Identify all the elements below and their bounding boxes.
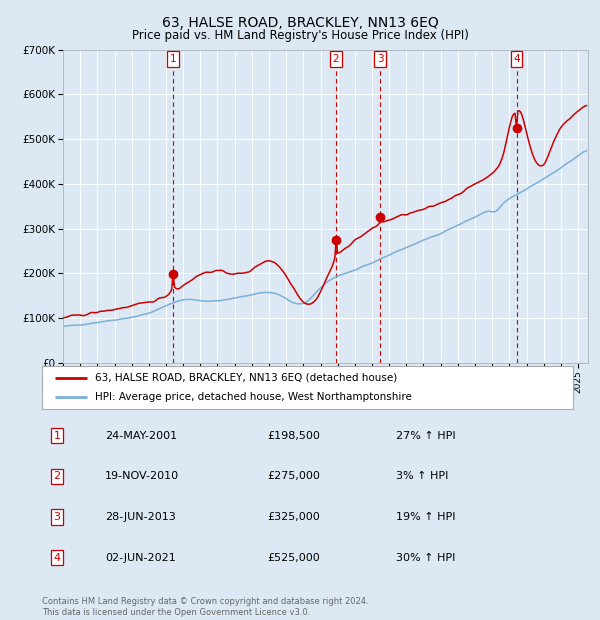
Text: 19-NOV-2010: 19-NOV-2010 — [105, 471, 179, 481]
Text: 1: 1 — [169, 54, 176, 64]
Text: 1: 1 — [53, 431, 61, 441]
Text: £275,000: £275,000 — [267, 471, 320, 481]
Text: 2: 2 — [332, 54, 339, 64]
Text: £198,500: £198,500 — [267, 431, 320, 441]
Text: 19% ↑ HPI: 19% ↑ HPI — [396, 512, 455, 522]
Text: Price paid vs. HM Land Registry's House Price Index (HPI): Price paid vs. HM Land Registry's House … — [131, 29, 469, 42]
Text: £325,000: £325,000 — [267, 512, 320, 522]
Text: 2: 2 — [53, 471, 61, 481]
Text: 3% ↑ HPI: 3% ↑ HPI — [396, 471, 448, 481]
Text: 63, HALSE ROAD, BRACKLEY, NN13 6EQ: 63, HALSE ROAD, BRACKLEY, NN13 6EQ — [161, 16, 439, 30]
Text: 3: 3 — [53, 512, 61, 522]
Text: Contains HM Land Registry data © Crown copyright and database right 2024.
This d: Contains HM Land Registry data © Crown c… — [42, 598, 368, 617]
Text: £525,000: £525,000 — [267, 552, 320, 562]
Text: 24-MAY-2001: 24-MAY-2001 — [105, 431, 177, 441]
Text: 30% ↑ HPI: 30% ↑ HPI — [396, 552, 455, 562]
Text: 02-JUN-2021: 02-JUN-2021 — [105, 552, 176, 562]
Text: 3: 3 — [377, 54, 384, 64]
Text: 27% ↑ HPI: 27% ↑ HPI — [396, 431, 455, 441]
Text: 4: 4 — [513, 54, 520, 64]
Text: 4: 4 — [53, 552, 61, 562]
Text: 28-JUN-2013: 28-JUN-2013 — [105, 512, 176, 522]
Text: 63, HALSE ROAD, BRACKLEY, NN13 6EQ (detached house): 63, HALSE ROAD, BRACKLEY, NN13 6EQ (deta… — [95, 373, 397, 383]
Text: HPI: Average price, detached house, West Northamptonshire: HPI: Average price, detached house, West… — [95, 392, 412, 402]
